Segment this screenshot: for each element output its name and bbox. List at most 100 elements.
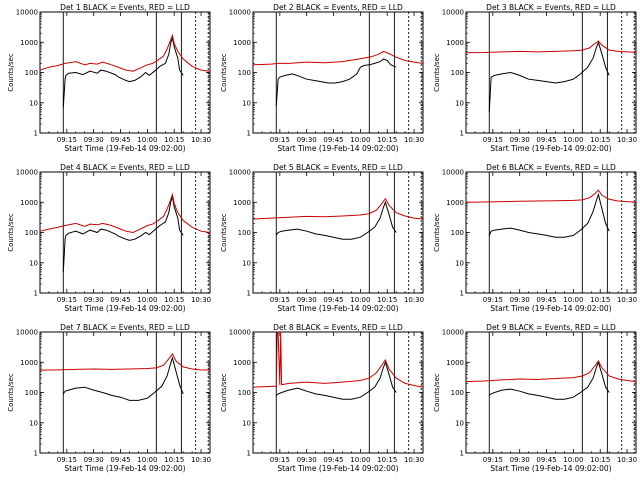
x-tick-label: 09:45: [323, 296, 343, 304]
chart-panel-3: Det 3 BLACK = Events, RED = LLD 1 10 100 100…: [433, 3, 637, 153]
x-tick-label: 10:15: [377, 136, 397, 144]
y-tick-label: 10: [242, 419, 251, 427]
y-tick-label: 10000: [16, 169, 38, 177]
x-tick-label: 10:30: [404, 456, 424, 464]
x-tick-label: 10:30: [404, 296, 424, 304]
x-tick-label: 09:30: [510, 136, 530, 144]
x-tick-label: 09:15: [57, 296, 77, 304]
series-line-lld: [465, 360, 637, 383]
chart-panel-1: Det 1 BLACK = Events, RED = LLD 1 10 100 100…: [7, 3, 211, 153]
y-tick-label: 100: [25, 229, 38, 237]
y-axis-label: Counts/sec: [433, 373, 441, 412]
x-tick-label: 10:15: [590, 296, 610, 304]
plot-frame: [465, 11, 637, 134]
series-line-lld: [39, 192, 211, 234]
x-tick-label: 10:15: [377, 296, 397, 304]
y-tick-label: 1: [460, 450, 464, 458]
y-tick-label: 1: [247, 290, 251, 298]
x-tick-label: 09:15: [57, 136, 77, 144]
x-tick-label: 09:30: [297, 456, 317, 464]
x-tick-label: 10:30: [404, 136, 424, 144]
x-axis-label: Start Time (19-Feb-14 09:02:00): [277, 464, 398, 473]
series-line-lld: [465, 189, 637, 203]
x-tick-label: 10:00: [137, 296, 157, 304]
y-tick-label: 100: [238, 69, 251, 77]
series-line-events: [275, 200, 397, 240]
y-tick-label: 100: [238, 389, 251, 397]
y-tick-label: 1000: [446, 199, 464, 207]
y-tick-label: 100: [451, 69, 464, 77]
x-tick-label: 09:15: [483, 456, 503, 464]
y-tick-label: 1: [34, 450, 38, 458]
x-tick-label: 09:30: [84, 136, 104, 144]
panel-title: Det 1 BLACK = Events, RED = LLD: [60, 3, 190, 12]
y-tick-label: 1000: [233, 359, 251, 367]
x-tick-label: 09:15: [270, 296, 290, 304]
x-tick-label: 09:45: [110, 456, 130, 464]
panel-title: Det 7 BLACK = Events, RED = LLD: [60, 323, 190, 332]
panel-title: Det 8 BLACK = Events, RED = LLD: [273, 323, 403, 332]
x-tick-label: 09:30: [510, 456, 530, 464]
x-tick-label: 09:30: [510, 296, 530, 304]
chart-panel-7: Det 7 BLACK = Events, RED = LLD 1 10 100 100…: [7, 323, 211, 473]
series-line-events: [275, 58, 397, 106]
x-axis-label: Start Time (19-Feb-14 09:02:00): [277, 144, 398, 153]
chart-panel-8: Det 8 BLACK = Events, RED = LLD 1 10 100 100…: [220, 323, 424, 473]
series-line-lld: [39, 352, 211, 371]
plot-frame: [465, 171, 637, 294]
x-tick-label: 09:45: [110, 296, 130, 304]
x-tick-label: 09:15: [270, 456, 290, 464]
y-tick-label: 1000: [20, 199, 38, 207]
y-tick-label: 1000: [20, 39, 38, 47]
panel-title: Det 6 BLACK = Events, RED = LLD: [486, 163, 616, 172]
y-tick-label: 10: [455, 419, 464, 427]
y-tick-label: 10000: [442, 9, 464, 17]
panel-title: Det 4 BLACK = Events, RED = LLD: [60, 163, 190, 172]
y-axis-label: Counts/sec: [7, 53, 15, 92]
y-tick-label: 100: [451, 389, 464, 397]
y-axis-label: Counts/sec: [7, 373, 15, 412]
x-tick-label: 10:15: [164, 136, 184, 144]
y-axis-label: Counts/sec: [433, 53, 441, 92]
x-tick-label: 10:00: [563, 136, 583, 144]
y-tick-label: 10: [455, 99, 464, 107]
y-axis-label: Counts/sec: [433, 213, 441, 252]
y-tick-label: 1: [460, 130, 464, 138]
y-tick-label: 1000: [233, 39, 251, 47]
x-tick-label: 10:30: [617, 296, 637, 304]
y-tick-label: 100: [238, 229, 251, 237]
y-tick-label: 10: [29, 419, 38, 427]
x-tick-label: 10:15: [377, 456, 397, 464]
chart-panel-5: Det 5 BLACK = Events, RED = LLD 1 10 100 100…: [220, 163, 424, 313]
x-tick-label: 10:15: [590, 456, 610, 464]
series-line-lld: [252, 50, 424, 66]
chart-panel-4: Det 4 BLACK = Events, RED = LLD 1 10 100 100…: [7, 163, 211, 313]
chart-panel-6: Det 6 BLACK = Events, RED = LLD 1 10 100 100…: [433, 163, 637, 313]
y-tick-label: 100: [25, 389, 38, 397]
x-tick-label: 10:15: [590, 136, 610, 144]
series-line-events: [488, 360, 610, 400]
y-tick-label: 1000: [446, 39, 464, 47]
x-tick-label: 09:15: [483, 296, 503, 304]
x-tick-label: 10:30: [617, 456, 637, 464]
x-tick-label: 10:00: [137, 136, 157, 144]
x-tick-label: 09:45: [323, 456, 343, 464]
plot-frame: [252, 11, 424, 134]
series-line-lld: [252, 331, 424, 388]
x-tick-label: 09:15: [57, 456, 77, 464]
y-tick-label: 10000: [442, 329, 464, 337]
series-line-events: [488, 192, 610, 238]
x-tick-label: 10:15: [164, 296, 184, 304]
x-tick-label: 10:00: [350, 136, 370, 144]
panel-title: Det 3 BLACK = Events, RED = LLD: [486, 3, 616, 12]
series-line-lld: [39, 33, 211, 72]
x-tick-label: 09:45: [536, 296, 556, 304]
plot-frame: [465, 331, 637, 454]
x-axis-label: Start Time (19-Feb-14 09:02:00): [64, 144, 185, 153]
y-tick-label: 10: [242, 99, 251, 107]
x-axis-label: Start Time (19-Feb-14 09:02:00): [490, 464, 611, 473]
x-tick-label: 10:30: [191, 136, 211, 144]
series-line-events: [62, 37, 184, 108]
x-tick-label: 09:45: [536, 456, 556, 464]
